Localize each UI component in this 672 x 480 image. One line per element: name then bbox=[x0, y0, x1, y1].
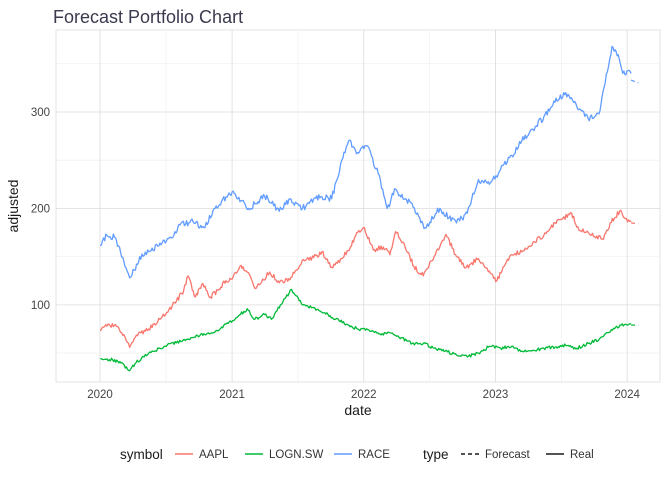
x-axis: 2020 2021 2022 2023 2024 bbox=[87, 389, 640, 401]
x-tick-label: 2023 bbox=[483, 389, 509, 401]
y-tick-label: 300 bbox=[31, 107, 50, 119]
legend-title-symbol: symbol bbox=[120, 447, 163, 462]
series-line-race-real bbox=[99, 45, 632, 279]
legend-label-aapl: AAPL bbox=[199, 449, 229, 461]
series-line-race-forecast bbox=[630, 79, 639, 84]
y-axis: 100 200 300 bbox=[31, 107, 50, 312]
x-tick-label: 2020 bbox=[87, 389, 113, 401]
plot-panel bbox=[55, 29, 661, 383]
x-tick-label: 2022 bbox=[351, 389, 377, 401]
legend-label-logn-sw: LOGN.SW bbox=[269, 449, 323, 461]
legend: symbol AAPL LOGN.SW RACE type Forecast Real bbox=[120, 447, 594, 462]
legend-label-forecast: Forecast bbox=[485, 449, 531, 461]
x-tick-label: 2024 bbox=[614, 389, 640, 401]
x-axis-title: date bbox=[344, 402, 371, 418]
y-tick-label: 200 bbox=[31, 203, 50, 215]
x-tick-label: 2021 bbox=[219, 389, 245, 401]
series-line-aapl-forecast bbox=[631, 222, 639, 225]
series-line-logn-sw-real bbox=[100, 288, 632, 372]
plot-lines bbox=[99, 45, 639, 372]
grid bbox=[55, 29, 661, 383]
series-line-aapl-real bbox=[99, 209, 632, 348]
y-tick-label: 100 bbox=[31, 300, 50, 312]
legend-label-race: RACE bbox=[358, 449, 390, 461]
chart-title: Forecast Portfolio Chart bbox=[53, 7, 243, 27]
legend-label-real: Real bbox=[570, 449, 594, 461]
legend-title-type: type bbox=[423, 447, 449, 462]
y-axis-title: adjusted bbox=[5, 180, 21, 233]
